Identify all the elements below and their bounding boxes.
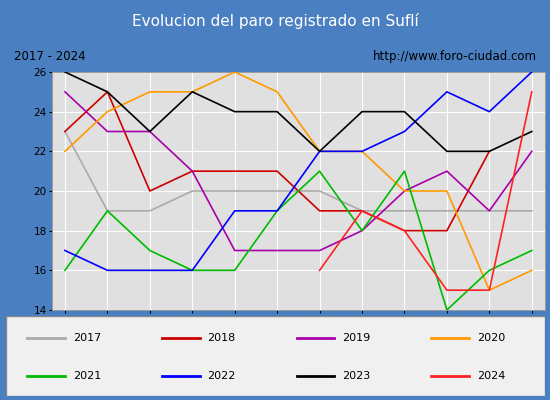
Text: 2021: 2021 bbox=[73, 371, 101, 381]
Text: 2022: 2022 bbox=[208, 371, 236, 381]
Text: 2017: 2017 bbox=[73, 333, 101, 343]
Text: Evolucion del paro registrado en Suflí: Evolucion del paro registrado en Suflí bbox=[131, 13, 419, 29]
Text: 2019: 2019 bbox=[342, 333, 371, 343]
Text: 2017 - 2024: 2017 - 2024 bbox=[14, 50, 85, 63]
Text: 2018: 2018 bbox=[208, 333, 236, 343]
Text: 2020: 2020 bbox=[477, 333, 505, 343]
Text: 2024: 2024 bbox=[477, 371, 505, 381]
Text: http://www.foro-ciudad.com: http://www.foro-ciudad.com bbox=[372, 50, 536, 63]
FancyBboxPatch shape bbox=[6, 316, 544, 396]
Text: 2023: 2023 bbox=[342, 371, 371, 381]
